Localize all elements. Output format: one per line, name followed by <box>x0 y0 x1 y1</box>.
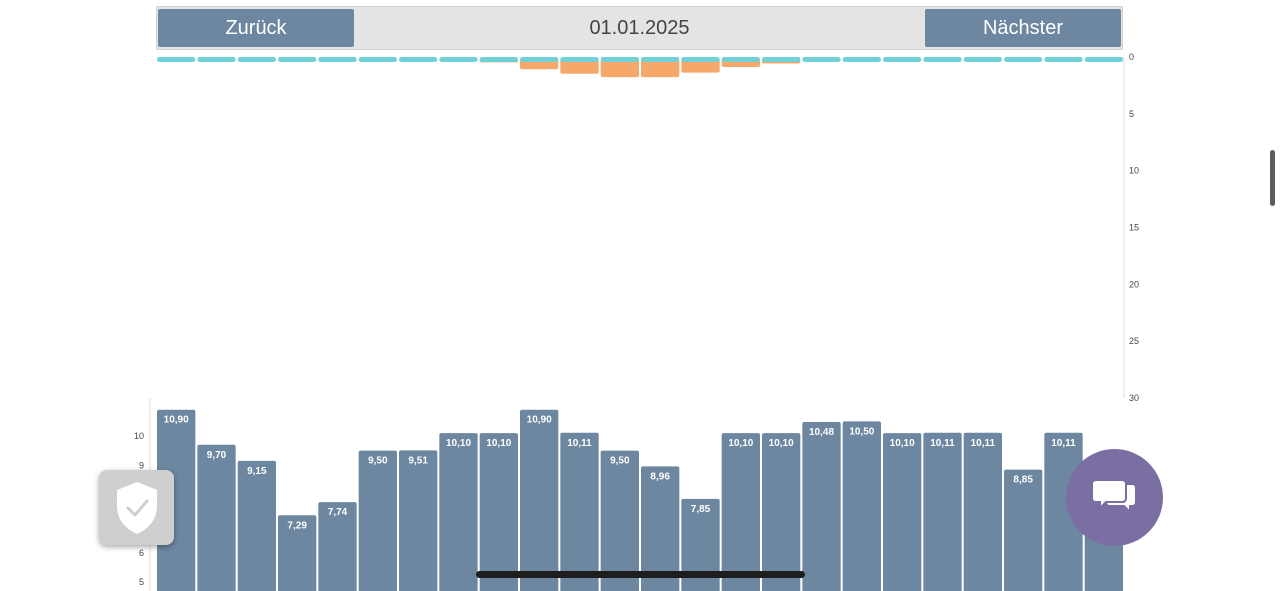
bar-mark <box>479 433 518 591</box>
chat-bubbles-icon <box>1091 478 1137 514</box>
top-baseline-mark <box>237 57 276 62</box>
chat-button[interactable] <box>1066 449 1163 546</box>
bar-value-label: 10,10 <box>890 438 915 449</box>
top-baseline-mark <box>600 57 639 62</box>
top-baseline-mark <box>278 57 317 62</box>
top-baseline-mark <box>923 57 962 62</box>
bar-value-label: 10,10 <box>728 438 753 449</box>
bar-mark <box>1004 469 1043 591</box>
bar-value-label: 8,85 <box>1013 475 1033 486</box>
bar-mark <box>923 432 962 591</box>
bar-mark <box>197 444 236 591</box>
top-baseline-mark <box>681 57 720 62</box>
bar-value-label: 9,51 <box>408 455 428 466</box>
next-day-button[interactable]: Nächster <box>925 9 1121 47</box>
date-navigation: Zurück 01.01.2025 Nächster <box>156 6 1123 50</box>
bar-mark <box>520 409 559 591</box>
top-axis-tick-label: 15 <box>1129 223 1139 233</box>
current-date: 01.01.2025 <box>589 16 690 39</box>
scrollbar-thumb[interactable] <box>1270 150 1275 206</box>
bar-value-label: 7,85 <box>691 504 711 515</box>
home-indicator <box>476 571 805 578</box>
bar-mark <box>318 502 357 591</box>
top-baseline-mark <box>1084 57 1123 62</box>
top-baseline-mark <box>802 57 841 62</box>
top-axis-tick-label: 20 <box>1129 279 1139 289</box>
top-baseline-mark <box>963 57 1002 62</box>
bar-value-label: 9,70 <box>207 450 227 461</box>
bar-value-label: 10,10 <box>486 438 511 449</box>
top-baseline-mark <box>1044 57 1083 62</box>
bar-value-label: 10,11 <box>930 438 955 449</box>
bar-value-label: 9,50 <box>368 456 388 467</box>
bar-value-label: 10,48 <box>809 427 834 438</box>
bar-mark <box>641 466 680 591</box>
bar-value-label: 7,29 <box>287 520 307 531</box>
privacy-shield-button[interactable] <box>99 470 174 545</box>
bar-mark <box>842 421 881 591</box>
top-baseline-mark <box>842 57 881 62</box>
bottom-axis-tick-label: 5 <box>139 577 144 587</box>
bar-value-label: 10,90 <box>527 415 552 426</box>
top-baseline-mark <box>560 57 599 62</box>
top-axis-tick-label: 25 <box>1129 336 1139 346</box>
top-bar-mark <box>681 59 720 73</box>
bar-value-label: 7,74 <box>328 507 348 518</box>
bar-mark <box>439 433 478 591</box>
top-baseline-mark <box>762 57 801 62</box>
top-bar-mark <box>641 59 680 78</box>
bar-mark <box>721 433 760 591</box>
bar-mark <box>399 450 438 591</box>
bottom-axis-tick-label: 6 <box>139 548 144 558</box>
previous-day-button[interactable]: Zurück <box>158 9 354 47</box>
bar-value-label: 10,10 <box>769 438 794 449</box>
bar-mark <box>681 498 720 591</box>
top-baseline-mark <box>157 57 196 62</box>
bar-value-label: 10,50 <box>849 426 874 437</box>
top-baseline-mark <box>520 57 559 62</box>
bar-value-label: 10,11 <box>971 438 996 449</box>
top-axis-tick-label: 30 <box>1129 393 1139 403</box>
bar-mark <box>358 450 397 591</box>
bottom-axis-tick-label: 10 <box>134 431 144 441</box>
bar-mark <box>157 409 196 591</box>
bar-mark <box>237 460 276 591</box>
bar-mark <box>762 433 801 591</box>
top-axis-tick-label: 0 <box>1129 52 1134 62</box>
bar-value-label: 10,11 <box>1051 438 1076 449</box>
top-baseline-mark <box>439 57 478 62</box>
top-baseline-mark <box>721 57 760 62</box>
bar-value-label: 10,90 <box>164 415 189 426</box>
bar-mark <box>802 421 841 591</box>
top-baseline-mark <box>479 57 518 62</box>
top-baseline-mark <box>318 57 357 62</box>
top-baseline-mark <box>399 57 438 62</box>
bar-mark <box>278 515 317 591</box>
bar-mark <box>560 432 599 591</box>
top-baseline-mark <box>1004 57 1043 62</box>
top-axis-tick-label: 5 <box>1129 109 1134 119</box>
bar-mark <box>883 433 922 591</box>
bar-value-label: 9,50 <box>610 456 630 467</box>
bar-value-label: 10,11 <box>567 438 592 449</box>
top-axis-tick-label: 10 <box>1129 166 1139 176</box>
bar-value-label: 10,10 <box>446 438 471 449</box>
top-bar-mark <box>560 59 599 74</box>
bar-mark <box>963 432 1002 591</box>
top-baseline-mark <box>641 57 680 62</box>
bar-mark <box>600 450 639 591</box>
bottom-axis-tick-label: 9 <box>139 460 144 470</box>
bar-value-label: 9,15 <box>247 466 267 477</box>
shield-check-icon <box>116 481 157 534</box>
bar-value-label: 8,96 <box>650 471 670 482</box>
top-baseline-mark <box>358 57 397 62</box>
top-bar-mark <box>600 59 639 78</box>
top-baseline-mark <box>883 57 922 62</box>
top-baseline-mark <box>197 57 236 62</box>
